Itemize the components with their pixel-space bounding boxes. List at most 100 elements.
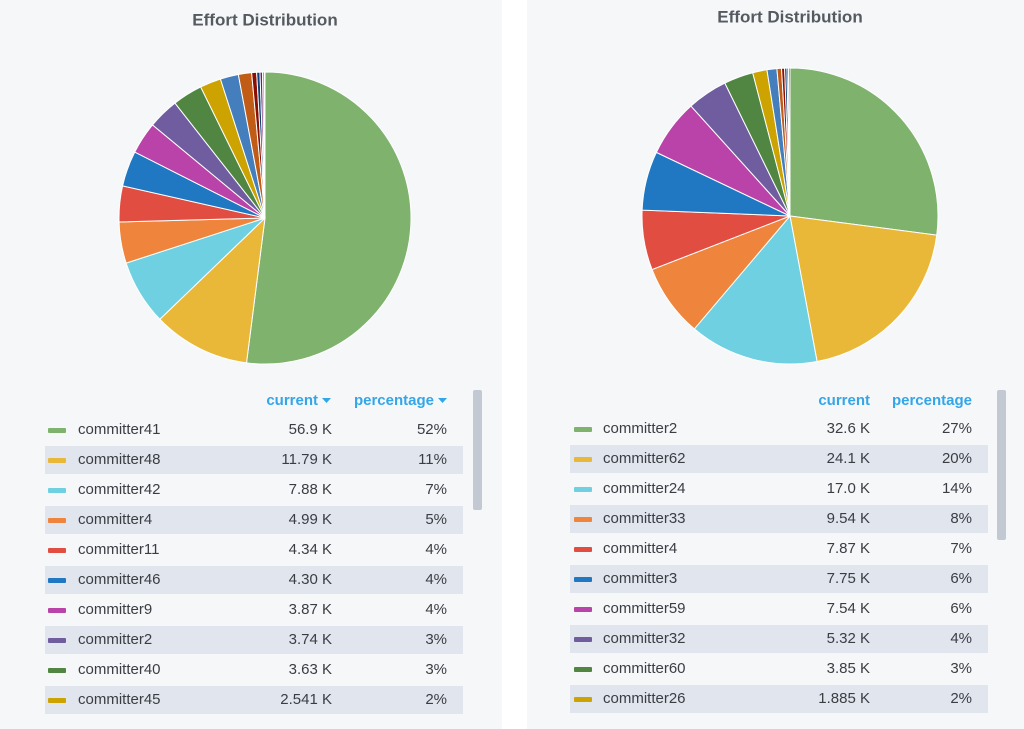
legend-current: 7.88 K	[289, 481, 332, 498]
pie-slice[interactable]	[245, 71, 412, 365]
legend-percentage: 4%	[425, 541, 447, 558]
pie-slice[interactable]	[693, 214, 818, 365]
legend-swatch	[48, 548, 66, 553]
sort-arrow	[438, 398, 447, 403]
row-stripe	[570, 445, 988, 473]
legend-percentage: 2%	[950, 690, 972, 707]
column-header[interactable]: percentage	[892, 392, 972, 409]
legend-name[interactable]: committer33	[603, 510, 686, 527]
legend-name[interactable]: committer24	[603, 480, 686, 497]
legend-percentage: 6%	[950, 570, 972, 587]
legend-swatch	[574, 457, 592, 462]
legend-percentage: 52%	[417, 421, 447, 438]
row-stripe	[570, 565, 988, 593]
row-stripe	[45, 686, 463, 714]
legend-current: 7.75 K	[827, 570, 870, 587]
pie-slice[interactable]	[787, 67, 791, 217]
legend-swatch	[574, 577, 592, 582]
legend-name[interactable]: committer45	[78, 691, 161, 708]
legend-percentage: 3%	[950, 660, 972, 677]
legend-name[interactable]: committer4	[78, 511, 152, 528]
legend-current: 3.85 K	[827, 660, 870, 677]
legend-name[interactable]: committer9	[78, 601, 152, 618]
legend-swatch	[574, 427, 592, 432]
legend-swatch	[574, 547, 592, 552]
legend-current: 4.99 K	[289, 511, 332, 528]
legend-name[interactable]: committer40	[78, 661, 161, 678]
row-stripe	[45, 566, 463, 594]
legend-swatch	[574, 667, 592, 672]
legend-current: 7.54 K	[827, 600, 870, 617]
pie-slice[interactable]	[789, 215, 938, 363]
legend-percentage: 20%	[942, 450, 972, 467]
legend-swatch	[48, 608, 66, 613]
legend-name[interactable]: committer4	[603, 540, 677, 557]
legend-swatch	[48, 518, 66, 523]
pie-slice[interactable]	[789, 67, 939, 236]
chart-title: Effort Distribution	[192, 10, 337, 29]
scrollbar[interactable]	[473, 390, 482, 510]
legend-current: 17.0 K	[827, 480, 870, 497]
legend-name[interactable]: committer48	[78, 451, 161, 468]
chart-title: Effort Distribution	[717, 7, 862, 26]
legend-current: 11.79 K	[281, 451, 332, 468]
legend-swatch	[48, 698, 66, 703]
legend-name[interactable]: committer26	[603, 690, 686, 707]
legend-name[interactable]: committer3	[603, 570, 677, 587]
legend-swatch	[48, 638, 66, 643]
legend-percentage: 4%	[425, 601, 447, 618]
pie-slice[interactable]	[263, 71, 266, 219]
legend-name[interactable]: committer2	[603, 420, 677, 437]
legend-current: 32.6 K	[827, 420, 870, 437]
legend-current: 3.87 K	[289, 601, 332, 618]
legend-percentage: 3%	[425, 631, 447, 648]
row-stripe	[45, 446, 463, 474]
legend-percentage: 4%	[425, 571, 447, 588]
legend-percentage: 11%	[418, 451, 447, 468]
scrollbar[interactable]	[997, 390, 1006, 540]
legend-name[interactable]: committer62	[603, 450, 686, 467]
column-header[interactable]: percentage	[354, 392, 434, 409]
legend-percentage: 14%	[942, 480, 972, 497]
legend-percentage: 8%	[950, 510, 972, 527]
legend-percentage: 7%	[950, 540, 972, 557]
legend-swatch	[48, 458, 66, 463]
legend-swatch	[574, 487, 592, 492]
legend-swatch	[574, 607, 592, 612]
column-header[interactable]: current	[818, 392, 870, 409]
legend-percentage: 27%	[942, 420, 972, 437]
pie-slice[interactable]	[159, 216, 266, 364]
column-header[interactable]: current	[266, 392, 318, 409]
legend-current: 56.9 K	[289, 421, 332, 438]
legend-name[interactable]: committer32	[603, 630, 686, 647]
legend-name[interactable]: committer59	[603, 600, 686, 617]
legend-swatch	[574, 517, 592, 522]
legend-current: 9.54 K	[827, 510, 870, 527]
legend-swatch	[48, 488, 66, 493]
legend-percentage: 7%	[425, 481, 447, 498]
legend-name[interactable]: committer60	[603, 660, 686, 677]
legend-current: 1.885 K	[818, 690, 870, 707]
legend-swatch	[574, 637, 592, 642]
legend-current: 3.63 K	[289, 661, 332, 678]
row-stripe	[570, 505, 988, 533]
legend-percentage: 4%	[950, 630, 972, 647]
legend-current: 5.32 K	[827, 630, 870, 647]
legend-name[interactable]: committer46	[78, 571, 161, 588]
row-stripe	[570, 685, 988, 713]
legend-name[interactable]: committer11	[78, 541, 159, 558]
sort-arrow	[322, 398, 331, 403]
legend-name[interactable]: committer41	[78, 421, 161, 438]
legend-name[interactable]: committer42	[78, 481, 161, 498]
legend-swatch	[574, 697, 592, 702]
row-stripe	[45, 506, 463, 534]
legend-percentage: 5%	[425, 511, 447, 528]
legend-percentage: 6%	[950, 600, 972, 617]
legend-current: 4.30 K	[289, 571, 332, 588]
legend-percentage: 3%	[425, 661, 447, 678]
legend-swatch	[48, 428, 66, 433]
legend-name[interactable]: committer2	[78, 631, 152, 648]
legend-current: 2.541 K	[280, 691, 332, 708]
